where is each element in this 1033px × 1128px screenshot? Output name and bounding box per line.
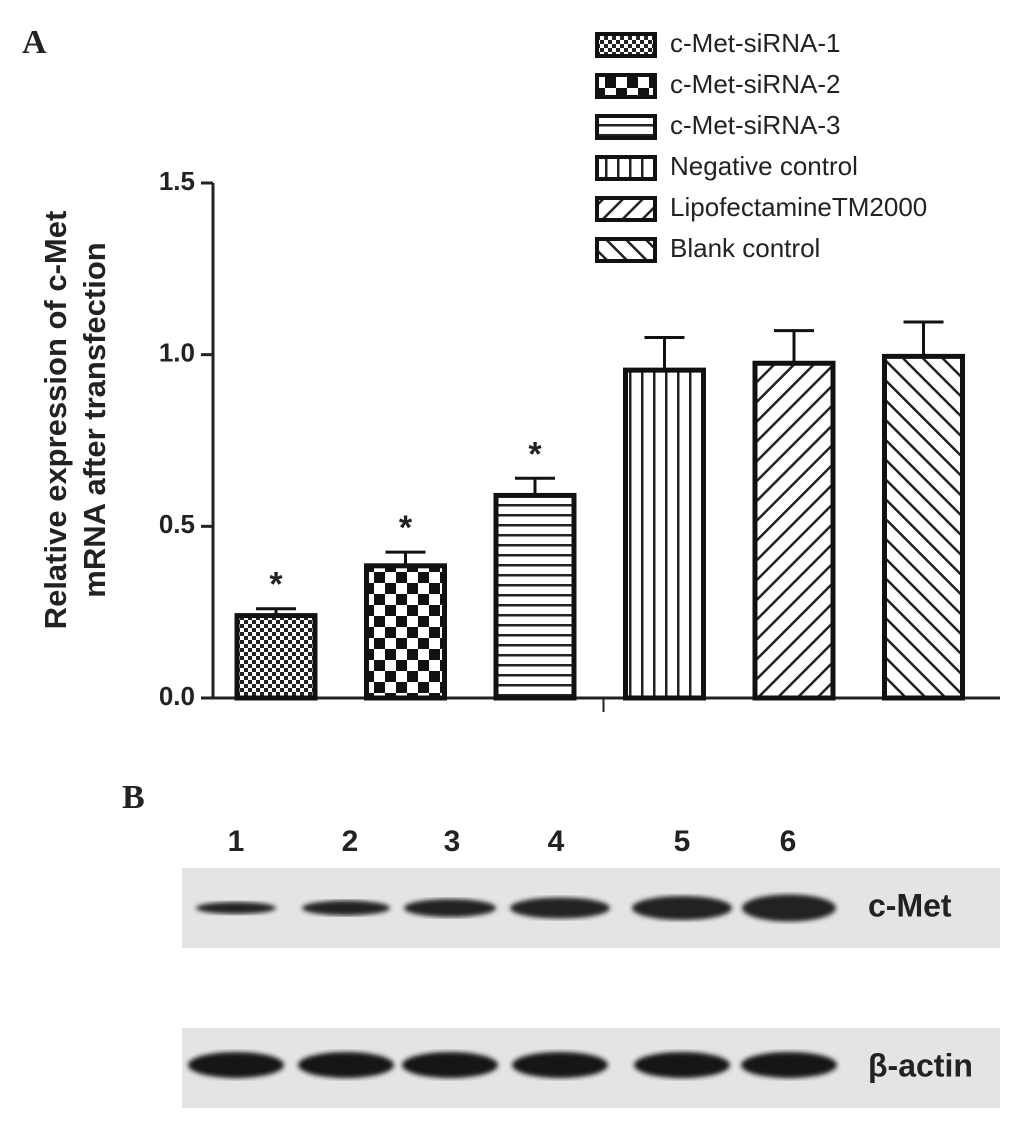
significance-mark: * [399, 509, 413, 547]
y-axis-label: Relative expression of c-Met [38, 211, 73, 630]
bar [752, 360, 836, 701]
legend-label: LipofectamineTM2000 [670, 192, 927, 222]
lane-label: 6 [780, 825, 797, 858]
y-axis-label: mRNA after transfection [77, 242, 112, 597]
y-tick-label: 1.0 [159, 338, 195, 368]
bar [493, 492, 577, 701]
lane-label: 4 [548, 825, 565, 858]
bar [234, 613, 318, 701]
band [402, 1052, 498, 1078]
row-label: β-actin [868, 1047, 973, 1083]
row-label: c-Met [868, 887, 952, 923]
panel-label: A [22, 24, 47, 61]
lane-label: 1 [228, 825, 245, 858]
legend-label: c-Met-siRNA-1 [670, 28, 840, 58]
band [742, 894, 836, 922]
band [632, 896, 732, 920]
legend-swatch [595, 32, 657, 58]
y-tick-label: 1.5 [159, 166, 195, 196]
panel-label: B [122, 779, 145, 816]
y-tick-label: 0.0 [159, 681, 195, 711]
band [188, 1052, 284, 1078]
band [512, 1052, 608, 1078]
y-tick-label: 0.5 [159, 509, 195, 539]
lane-label: 2 [342, 825, 359, 858]
bar [364, 563, 447, 701]
band [298, 1052, 394, 1078]
band [510, 897, 610, 919]
legend-label: c-Met-siRNA-3 [670, 110, 840, 140]
legend-swatch [595, 196, 657, 222]
legend-swatch [595, 114, 657, 140]
band [634, 1052, 730, 1078]
bar [882, 353, 965, 701]
lane-label: 3 [444, 825, 461, 858]
legend-label: Negative control [670, 151, 858, 181]
band [741, 1052, 837, 1078]
significance-mark: * [269, 566, 283, 604]
band [404, 899, 496, 917]
legend-label: Blank control [670, 233, 820, 263]
legend-swatch [595, 237, 657, 263]
legend-swatch [595, 73, 657, 99]
legend-swatch [595, 155, 657, 181]
band [196, 902, 276, 914]
band [302, 900, 390, 916]
bar [623, 367, 706, 701]
lane-label: 5 [674, 825, 691, 858]
significance-mark: * [528, 435, 542, 473]
legend-label: c-Met-siRNA-2 [670, 69, 840, 99]
